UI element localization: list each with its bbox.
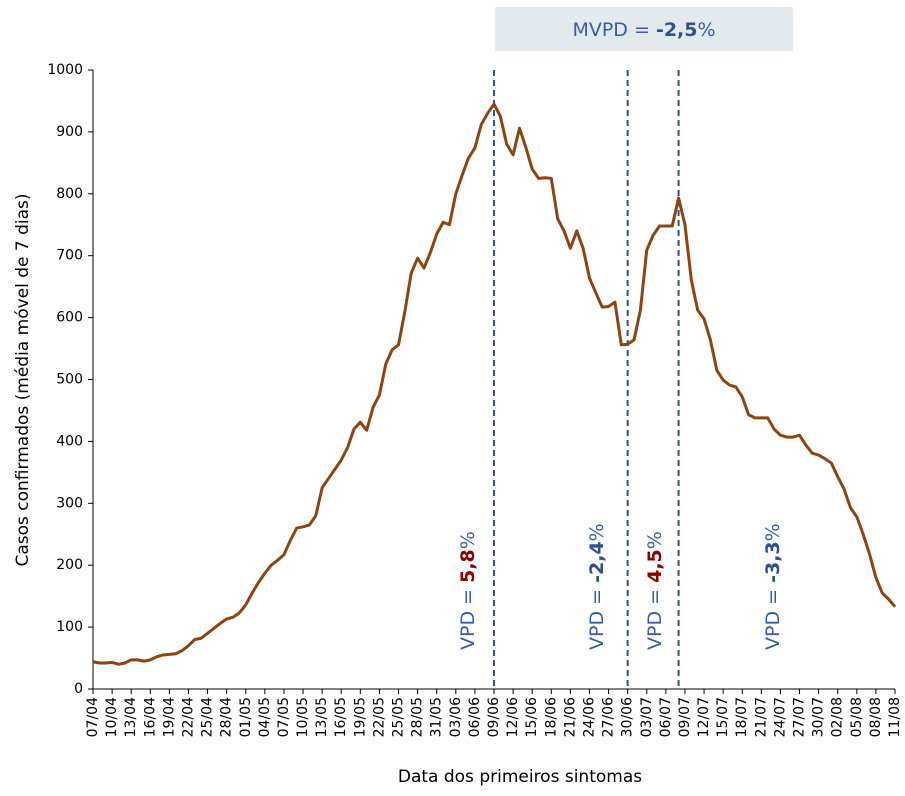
x-tick-label: 18/07 [734,697,750,737]
x-tick-label: 25/05 [391,697,407,737]
x-tick-label: 24/07 [772,697,788,737]
x-tick-label: 27/06 [601,697,617,737]
annotation-prefix: VPD = [644,583,666,650]
annotation-value: -2,4 [586,541,608,583]
x-tick-label: 16/05 [333,697,349,737]
annotation-box [495,7,793,51]
x-tick-label: 13/05 [314,697,330,737]
x-tick-label: 07/05 [276,697,292,737]
y-tick-label: 800 [56,186,83,202]
annotation-prefix: VPD = [762,583,784,650]
x-tick-label: 27/07 [792,697,808,737]
annotation-value: -3,3 [762,541,784,583]
x-tick-label: 28/05 [410,697,426,737]
x-tick-label: 13/04 [123,697,139,737]
x-tick-label: 19/04 [161,697,177,737]
x-tick-label: 05/08 [849,697,865,737]
x-tick-label: 12/06 [505,697,521,737]
x-tick-label: 15/07 [715,697,731,737]
x-tick-label: 21/06 [562,697,578,737]
x-tick-label: 09/07 [677,697,693,737]
x-tick-label: 09/06 [486,697,502,737]
x-tick-label: 11/08 [887,697,903,737]
x-tick-label: 18/06 [543,697,559,737]
y-tick-label: 200 [56,557,83,573]
x-tick-label: 10/04 [104,697,120,737]
y-tick-label: 400 [56,433,83,449]
x-tick-label: 22/04 [180,697,196,737]
y-tick-label: 0 [74,681,83,697]
vpd-annotation: VPD = 5,8% [457,531,479,650]
x-tick-label: 25/04 [200,697,216,737]
x-tick-label: 15/06 [524,697,540,737]
annotation-prefix: VPD = [586,583,608,650]
x-tick-label: 31/05 [429,697,445,737]
mvpd-annotation: MVPD = -2,5% [572,19,715,41]
vpd-annotation: VPD = -2,4% [586,523,608,650]
annotation-unit: % [762,523,784,541]
data-line [92,102,897,666]
x-tick-label: 03/07 [639,697,655,737]
x-tick-label: 06/06 [467,697,483,737]
x-tick-label: 12/07 [696,697,712,737]
y-tick-label: 900 [56,124,83,140]
x-tick-label: 08/08 [868,697,884,737]
annotation-unit: % [586,523,608,541]
x-tick-label: 21/07 [753,697,769,737]
x-tick-label: 06/07 [658,697,674,737]
x-tick-label: 01/05 [238,697,254,737]
annotation-prefix: MVPD = [572,19,655,41]
y-tick-label: 500 [56,372,83,388]
x-tick-label: 07/04 [85,697,101,737]
annotation-unit: % [457,531,479,549]
vpd-annotation: VPD = -3,3% [762,523,784,650]
vpd-annotation: VPD = 4,5% [644,531,666,650]
annotation-value: -2,5 [656,19,698,41]
y-tick-label: 600 [56,310,83,326]
x-tick-label: 30/07 [811,697,827,737]
annotation-unit: % [644,531,666,549]
annotation-unit: % [697,19,715,41]
annotation-value: 4,5 [644,549,666,583]
y-tick-label: 700 [56,248,83,264]
y-tick-label: 300 [56,495,83,511]
annotation-value: 5,8 [457,549,479,583]
y-tick-label: 1000 [47,62,83,78]
x-tick-label: 30/06 [620,697,636,737]
x-tick-label: 02/08 [830,697,846,737]
x-tick-label: 22/05 [371,697,387,737]
annotation-prefix: VPD = [457,583,479,650]
x-tick-label: 19/05 [352,697,368,737]
x-tick-label: 10/05 [295,697,311,737]
x-tick-label: 24/06 [581,697,597,737]
x-tick-label: 16/04 [142,697,158,737]
x-axis-title: Data dos primeiros sintomas [398,767,642,787]
y-axis-title: Casos confirmados (média móvel de 7 dias… [13,193,33,566]
y-tick-label: 100 [56,619,83,635]
x-tick-label: 03/06 [448,697,464,737]
x-tick-label: 28/04 [219,697,235,737]
x-tick-label: 04/05 [257,697,273,737]
